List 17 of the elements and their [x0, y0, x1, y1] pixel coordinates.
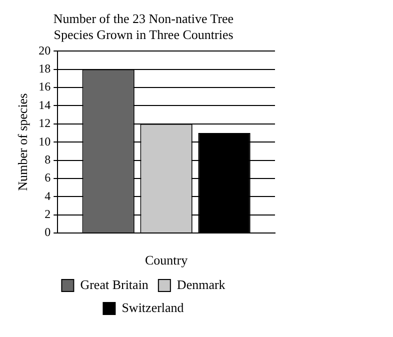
- y-tick-label: 18: [38, 62, 51, 76]
- legend-label: Great Britain: [80, 276, 149, 292]
- x-axis-title: Country: [144, 252, 188, 268]
- y-tick-label: 4: [44, 188, 51, 203]
- y-tick-label: 10: [38, 134, 51, 148]
- y-tick-label: 0: [44, 225, 51, 240]
- y-tick-label: 12: [38, 116, 51, 130]
- y-axis-title: Number of species: [15, 93, 30, 191]
- y-tick-label: 2: [44, 206, 51, 221]
- y-tick-label: 20: [38, 43, 51, 58]
- legend-label: Denmark: [176, 276, 226, 292]
- y-tick-label: 14: [38, 98, 51, 112]
- legend-label: Switzerland: [122, 300, 184, 315]
- y-tick-label: 8: [44, 152, 51, 166]
- y-tick-label: 16: [38, 80, 51, 94]
- chart-title: Number of the 23 Non-native Tree Species Grown in Three Countries: [53, 11, 234, 42]
- y-tick-label: 6: [44, 170, 51, 185]
